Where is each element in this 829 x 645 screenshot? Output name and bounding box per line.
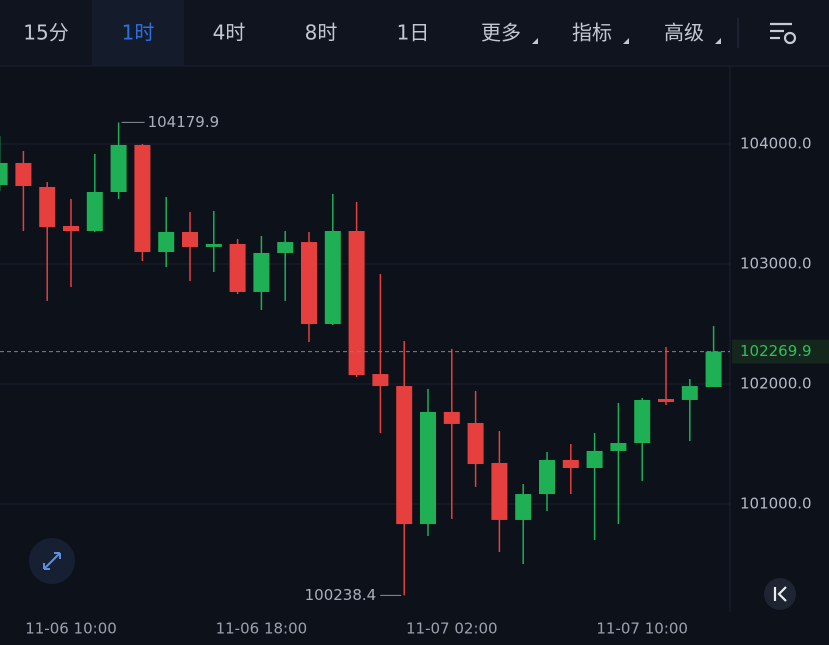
scroll-latest-button[interactable] <box>764 578 796 610</box>
tab[interactable]: 指标 <box>572 21 612 45</box>
candle-body <box>658 399 674 402</box>
candle-body <box>205 243 222 247</box>
menu-caret <box>715 38 721 44</box>
tab[interactable]: 高级 <box>664 21 704 45</box>
last-price-label: 102269.9 <box>740 342 812 360</box>
candle-body <box>158 231 175 252</box>
candle-body <box>39 186 56 228</box>
candle-body <box>324 231 341 324</box>
tab[interactable]: 4时 <box>213 21 246 45</box>
candle-body <box>134 144 151 252</box>
candle-body <box>515 494 532 520</box>
candle-body <box>86 192 103 231</box>
candle-body <box>443 411 460 424</box>
tab[interactable]: 15分 <box>23 21 68 45</box>
candle-body <box>63 225 79 231</box>
candle-body <box>586 450 603 468</box>
candle-body <box>491 462 508 520</box>
x-tick-label: 11-07 02:00 <box>406 620 498 638</box>
candle-body <box>0 162 8 186</box>
candle-body <box>277 242 294 253</box>
y-tick-label: 103000.0 <box>740 255 812 273</box>
candle-body <box>420 411 436 525</box>
candle-body <box>253 252 270 292</box>
candle-body <box>301 242 317 324</box>
y-tick-label: 104000.0 <box>740 135 812 153</box>
candle-body <box>182 231 198 247</box>
candle-body <box>681 386 698 400</box>
settings-icon[interactable] <box>770 22 797 45</box>
tab[interactable]: 8时 <box>305 21 338 45</box>
tab[interactable]: 更多 <box>481 21 521 45</box>
last-price-tag <box>732 339 829 364</box>
x-tick-label: 11-07 10:00 <box>596 620 688 638</box>
candle-body <box>634 399 651 444</box>
candle-body <box>562 459 579 468</box>
tab[interactable]: 1时 <box>122 21 155 45</box>
candle-body <box>396 386 413 525</box>
active-tab-bg <box>92 0 184 66</box>
expand-button[interactable] <box>29 538 75 584</box>
candle-body <box>467 423 484 465</box>
menu-caret <box>532 38 538 44</box>
candle-body <box>229 243 246 292</box>
candle-body <box>348 231 365 375</box>
tab[interactable]: 1日 <box>397 21 430 45</box>
candle-body <box>705 351 722 387</box>
low-label: 100238.4 <box>305 586 377 604</box>
candle-body <box>110 144 127 192</box>
menu-caret <box>623 38 629 44</box>
y-tick-label: 101000.0 <box>740 495 812 513</box>
candle-body <box>539 459 555 495</box>
x-tick-label: 11-06 10:00 <box>25 620 117 638</box>
candle-body <box>15 162 32 186</box>
x-tick-label: 11-06 18:00 <box>216 620 308 638</box>
y-tick-label: 102000.0 <box>740 375 812 393</box>
candle-body <box>372 374 389 387</box>
candle-body <box>610 443 627 451</box>
high-label: 104179.9 <box>148 113 220 131</box>
